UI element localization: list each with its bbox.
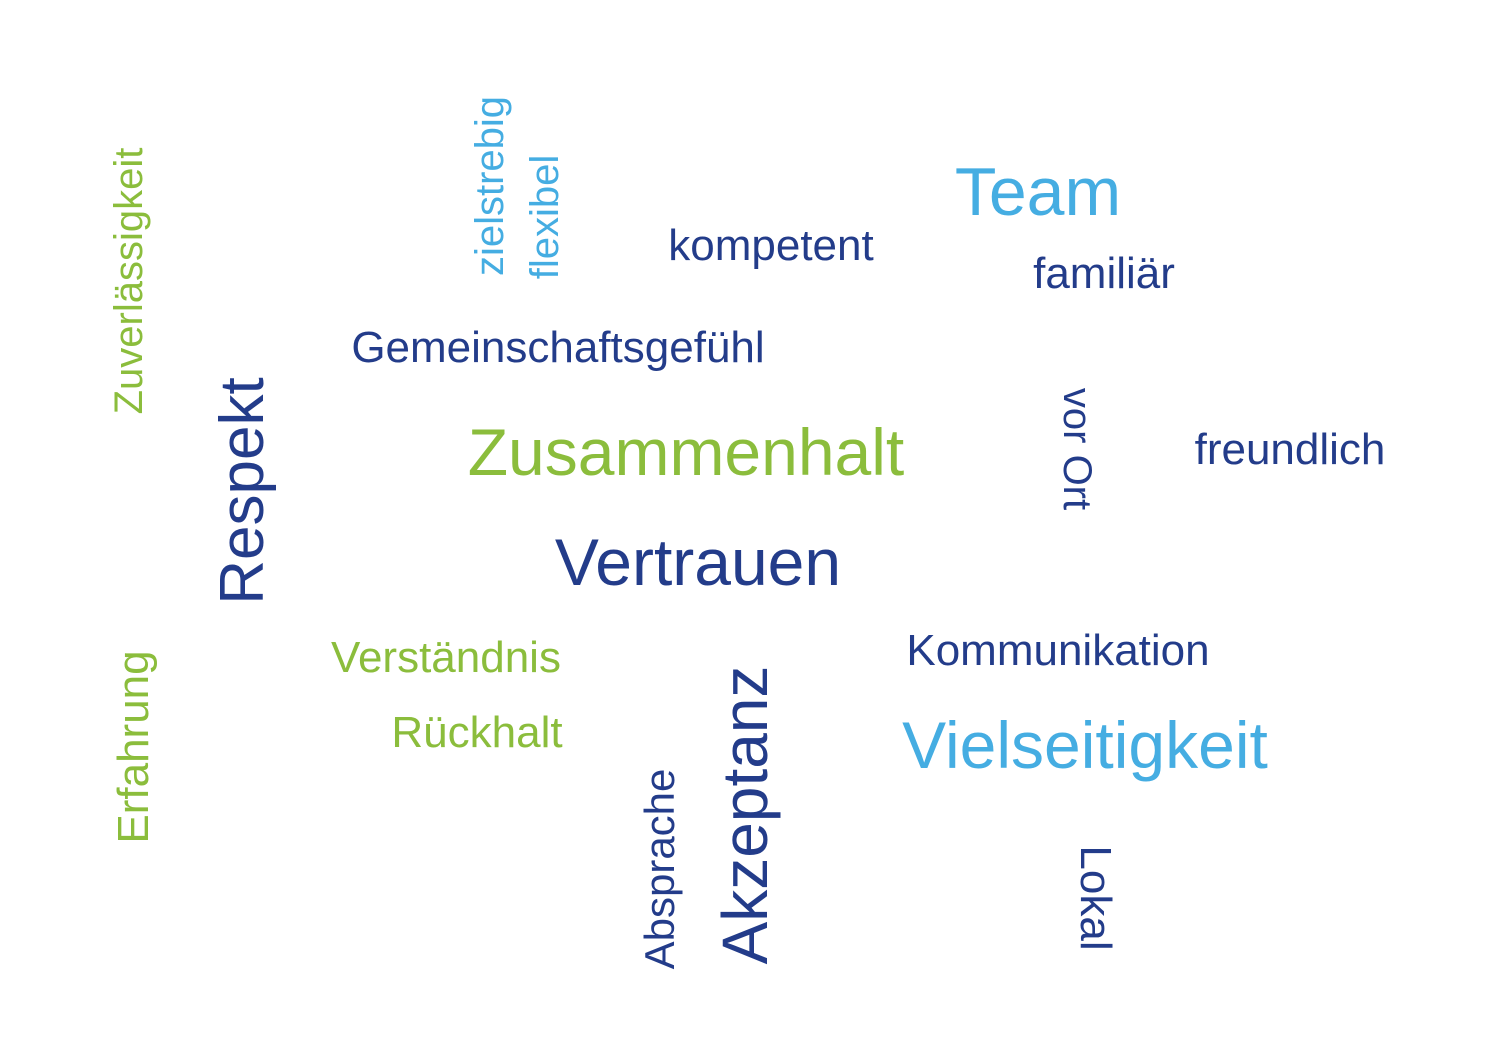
word-vertrauen: Vertrauen — [554, 525, 842, 599]
word-freundlich: freundlich — [1194, 425, 1386, 474]
word-erfahrung: Erfahrung — [109, 650, 158, 844]
word-akzeptanz: Akzeptanz — [709, 665, 781, 965]
word-vor-ort: vor Ort — [1055, 387, 1099, 511]
word-lokal: Lokal — [1071, 845, 1120, 951]
word-vielseitigkeit: Vielseitigkeit — [902, 708, 1268, 782]
word-respekt: Respekt — [208, 377, 277, 605]
word-zielstrebig: zielstrebig — [468, 95, 512, 277]
word-kompetent: kompetent — [668, 221, 874, 270]
word-zusammenhalt: Zusammenhalt — [467, 415, 905, 489]
word-gemeinschaftsgefuehl: Gemeinschaftsgefühl — [351, 323, 765, 372]
word-zuverlaessigkeit: Zuverlässigkeit — [107, 147, 151, 415]
word-flexibel: flexibel — [523, 154, 567, 280]
word-verstaendnis: Verständnis — [331, 633, 561, 682]
word-rueckhalt: Rückhalt — [391, 708, 563, 757]
word-familiaer: familiär — [1033, 249, 1175, 298]
word-kommunikation: Kommunikation — [906, 626, 1210, 675]
word-absprache: Absprache — [636, 768, 683, 970]
word-team: Team — [954, 154, 1122, 230]
